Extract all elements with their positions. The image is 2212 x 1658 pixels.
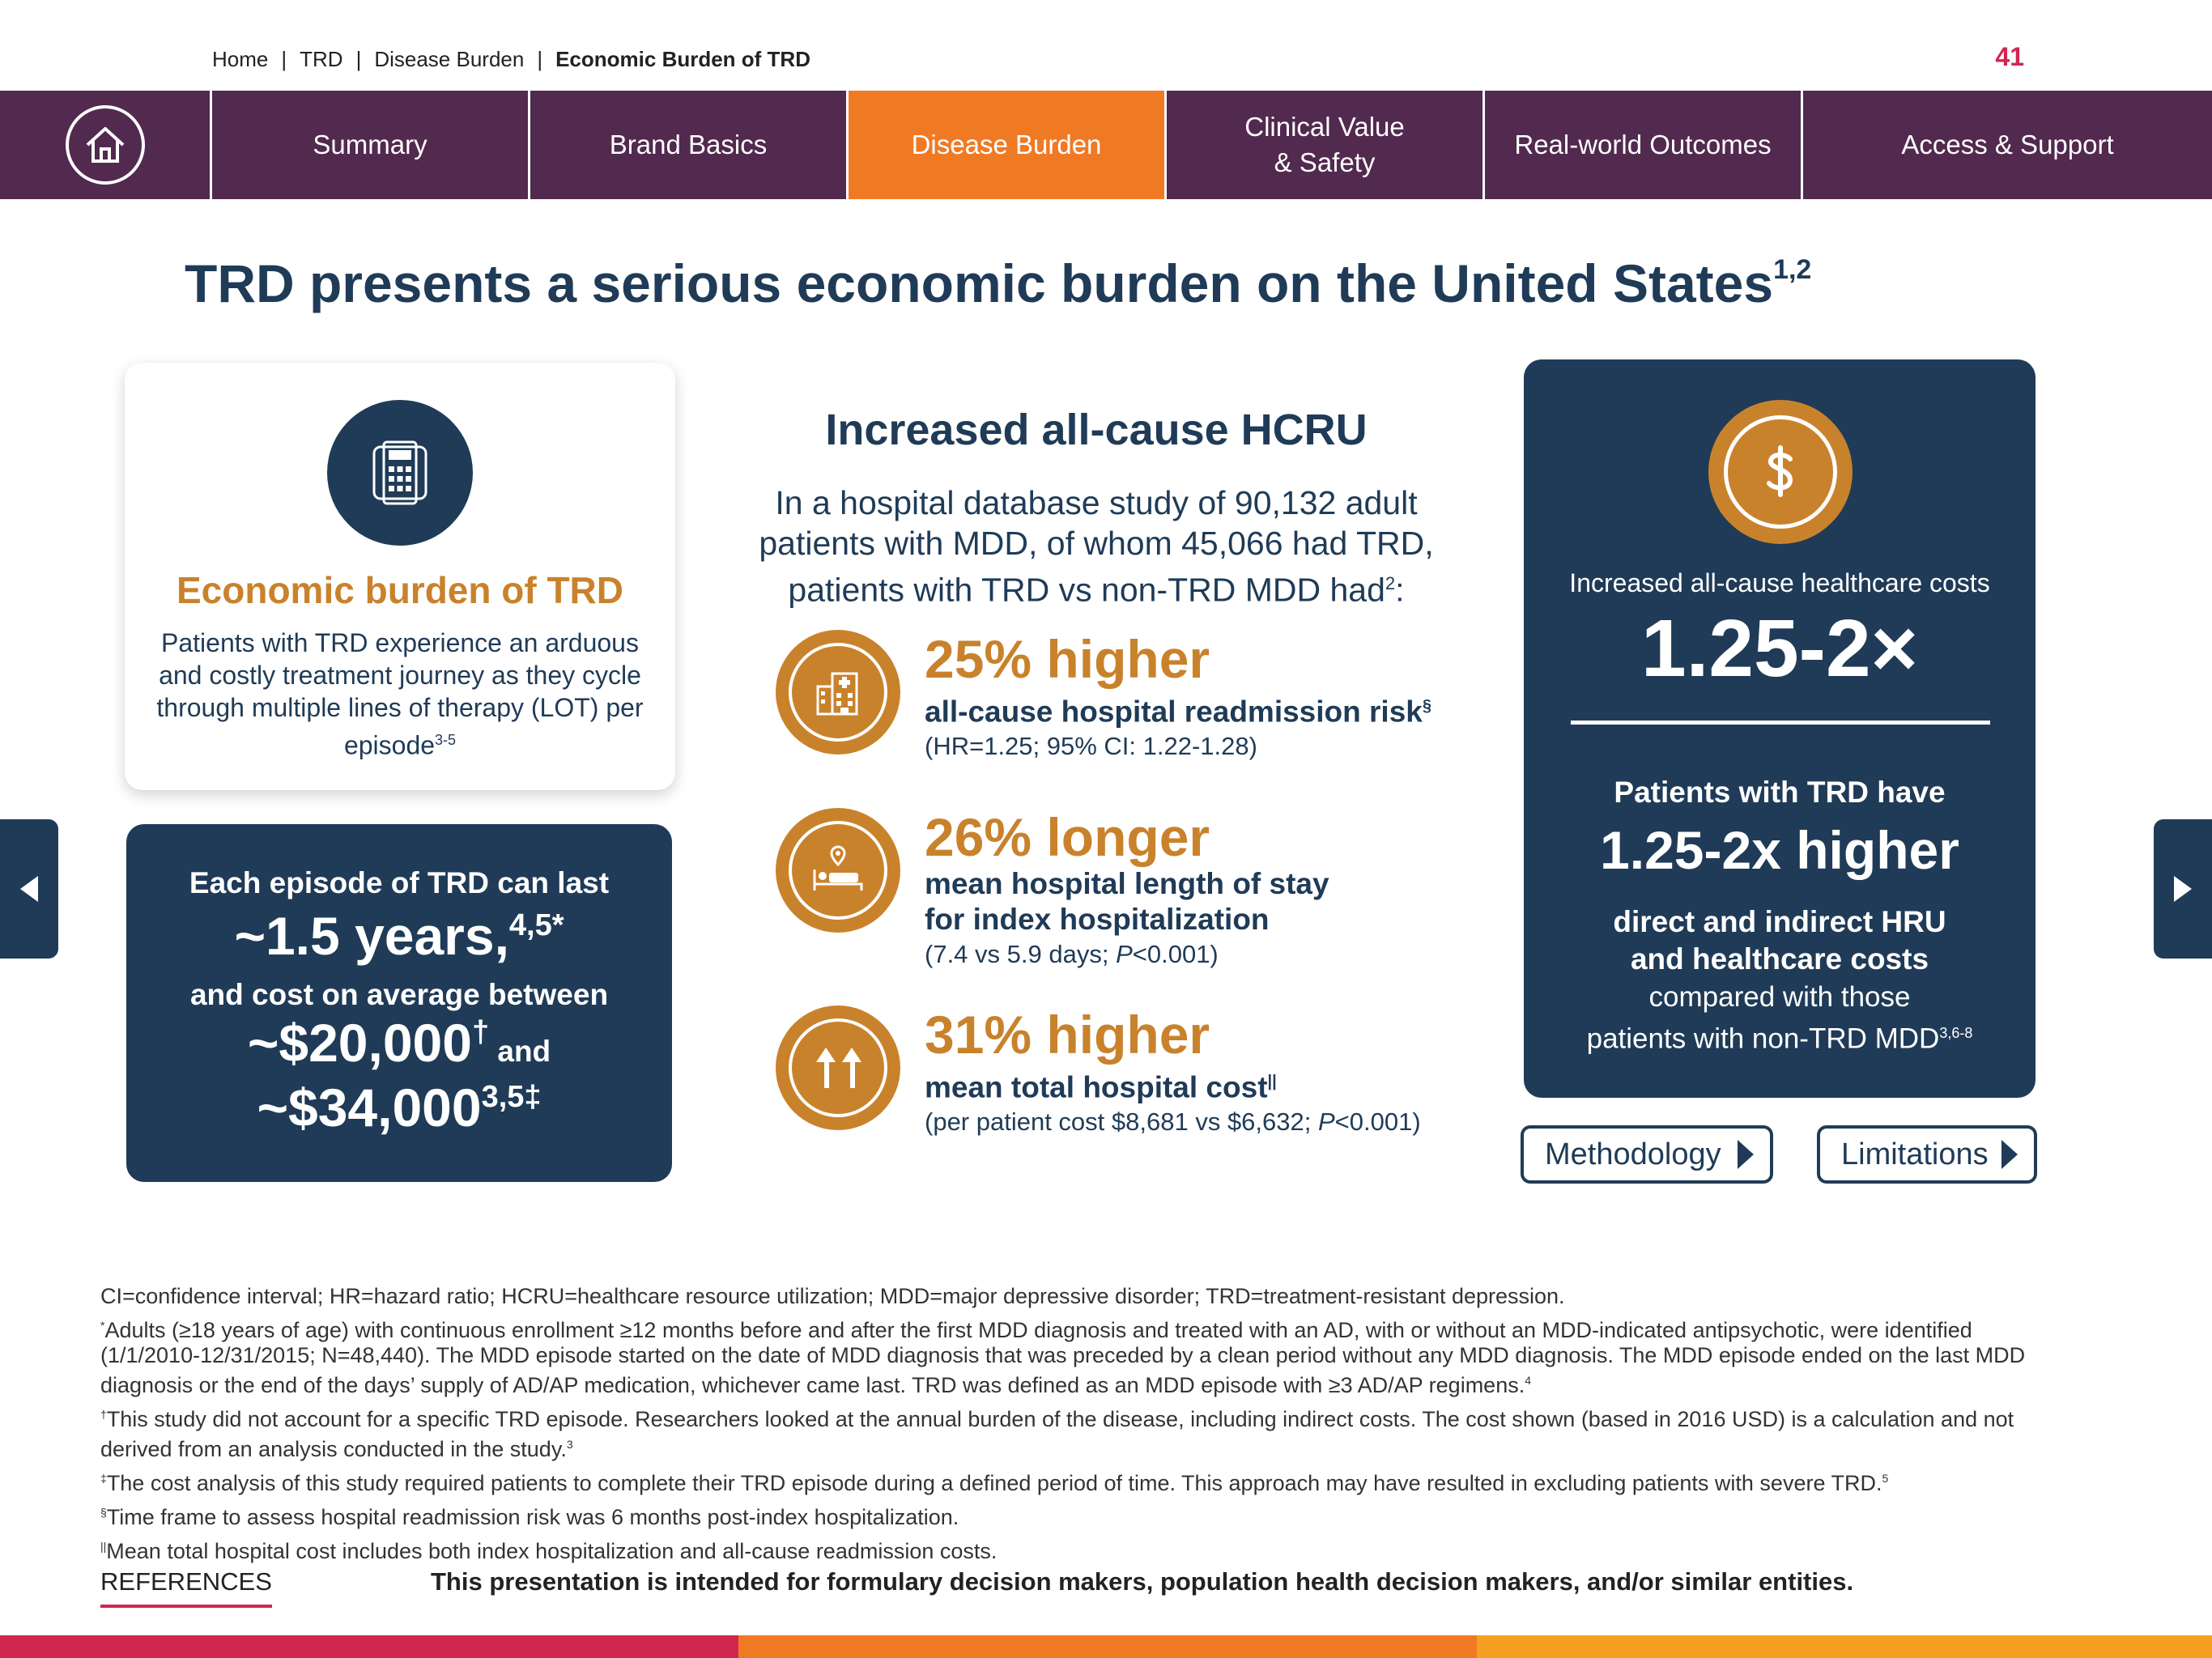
economic-burden-heading: Economic burden of TRD — [177, 569, 623, 611]
stat-readmission-desc: all-cause hospital readmission risk§ — [925, 695, 1431, 729]
stat-hospital-cost-note: (per patient cost $8,681 vs $6,632; P<0.… — [925, 1107, 1421, 1137]
dollar-icon — [1708, 400, 1853, 544]
stat-readmission-note: (HR=1.25; 95% CI: 1.22-1.28) — [925, 732, 1257, 761]
page-title: TRD presents a serious economic burden o… — [185, 253, 1812, 313]
tab-access-support[interactable]: Access & Support — [1901, 130, 2114, 159]
breadcrumb-current: Economic Burden of TRD — [555, 47, 810, 71]
breadcrumb-disease-burden[interactable]: Disease Burden — [374, 47, 525, 71]
footnote-dagger: †This study did not account for a specif… — [100, 1407, 2014, 1461]
cost-multiplier: 1.25-2× — [1641, 603, 1918, 694]
methodology-button[interactable]: Methodology — [1521, 1125, 1773, 1184]
arrow-left-icon — [20, 876, 38, 902]
breadcrumb-separator: | — [281, 47, 287, 71]
bottom-bar-segment — [0, 1635, 738, 1658]
disclaimer: This presentation is intended for formul… — [431, 1567, 1854, 1596]
footnote-parallel: ||Mean total hospital cost includes both… — [100, 1539, 998, 1563]
divider — [1571, 721, 1990, 725]
cost-hru-text: direct and indirect HRU and healthcare c… — [1613, 905, 1946, 976]
episode-cost-low: ~$20,000† and — [247, 1013, 551, 1073]
episode-cost-high: ~$34,0003,5‡ — [257, 1078, 542, 1137]
episode-cost-card: Each episode of TRD can last ~1.5 years,… — [126, 824, 672, 1182]
economic-burden-body: Patients with TRD experience an arduous … — [156, 628, 644, 760]
play-arrow-icon — [2001, 1140, 2018, 1169]
breadcrumb-separator: | — [355, 47, 362, 71]
episode-cost-intro: and cost on average between — [189, 978, 609, 1011]
hcru-heading: Increased all-cause HCRU — [825, 406, 1368, 454]
episode-duration: ~1.5 years,4,5* — [234, 906, 564, 966]
methodology-label: Methodology — [1545, 1137, 1721, 1171]
stat-hospital-cost-value: 31% higher — [925, 1005, 1210, 1065]
bottom-bar-segment — [1477, 1635, 2212, 1658]
episode-intro: Each episode of TRD can last — [189, 866, 610, 899]
breadcrumb-separator: | — [537, 47, 543, 71]
breadcrumb: Home | TRD | Disease Burden | Economic B… — [212, 47, 810, 72]
tab-clinical-value-safety[interactable]: Clinical Value & Safety — [1167, 91, 1485, 199]
footnote-double-dagger: ‡The cost analysis of this study require… — [100, 1471, 1889, 1495]
bottom-color-bar — [0, 1635, 2212, 1658]
tab-brand-basics[interactable]: Brand Basics — [530, 91, 849, 199]
stat-hospital-cost-desc: mean total hospital cost|| — [925, 1070, 1277, 1104]
up-arrows-icon — [776, 1005, 900, 1130]
title-citation: 1,2 — [1773, 254, 1812, 285]
breadcrumb-trd[interactable]: TRD — [300, 47, 343, 71]
play-arrow-icon — [1738, 1140, 1754, 1169]
tab-real-world-outcomes[interactable]: Real-world Outcomes — [1485, 91, 1803, 199]
healthcare-costs-card: Increased all-cause healthcare costs 1.2… — [1524, 359, 2035, 1098]
footnote-abbreviations: CI=confidence interval; HR=hazard ratio;… — [100, 1284, 1565, 1308]
nav-home-button[interactable] — [0, 91, 212, 199]
hospital-building-icon — [776, 630, 900, 755]
footnotes: CI=confidence interval; HR=hazard ratio;… — [100, 1284, 2044, 1568]
bottom-bar-segment — [738, 1635, 1477, 1658]
hcru-intro: In a hospital database study of 90,132 a… — [759, 484, 1434, 609]
calculator-icon — [327, 400, 473, 546]
stat-length-of-stay-note: (7.4 vs 5.9 days; P<0.001) — [925, 940, 1219, 968]
cost-patients-intro: Patients with TRD have — [1614, 776, 1946, 809]
cost-label: Increased all-cause healthcare costs — [1569, 568, 1990, 597]
arrow-right-icon — [2174, 876, 2192, 902]
previous-page-button[interactable] — [0, 819, 58, 959]
footnote-asterisk: *Adults (≥18 years of age) with continuo… — [100, 1318, 2026, 1397]
cost-higher-value: 1.25-2x higher — [1600, 820, 1959, 880]
limitations-label: Limitations — [1841, 1137, 1989, 1171]
economic-burden-card: Economic burden of TRD Patients with TRD… — [125, 363, 675, 790]
tab-disease-burden[interactable]: Disease Burden — [849, 91, 1167, 199]
references-link[interactable]: REFERENCES — [100, 1567, 272, 1608]
home-icon — [65, 105, 145, 185]
limitations-button[interactable]: Limitations — [1817, 1125, 2037, 1184]
stat-length-of-stay-desc: mean hospital length of stay for index h… — [925, 867, 1329, 936]
stat-length-of-stay-value: 26% longer — [925, 807, 1210, 867]
footnote-section: §Time frame to assess hospital readmissi… — [100, 1505, 959, 1529]
stat-readmission-value: 25% higher — [925, 629, 1210, 689]
breadcrumb-home[interactable]: Home — [212, 47, 269, 71]
page-number: 41 — [1995, 42, 2024, 71]
next-page-button[interactable] — [2154, 819, 2212, 959]
hospital-bed-icon — [776, 808, 900, 933]
tab-summary[interactable]: Summary — [212, 91, 530, 199]
main-nav: Summary Brand Basics Disease Burden Clin… — [0, 91, 2212, 199]
cost-comparison-text: compared with those patients with non-TR… — [1586, 981, 1973, 1055]
